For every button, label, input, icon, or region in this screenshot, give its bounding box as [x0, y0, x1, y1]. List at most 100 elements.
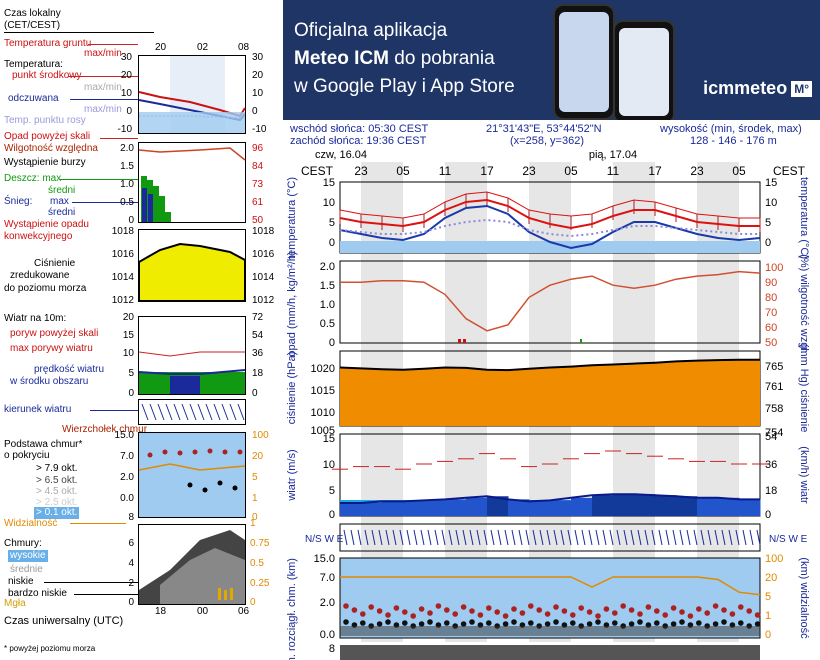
sunrise-text: wschód słońca: 05:30 CEST: [290, 123, 429, 135]
cloud-top-dot-28: [570, 612, 576, 618]
legend-wind-arrows: [141, 403, 245, 421]
cloud-top-dot-44: [704, 610, 710, 616]
wind-arrow-9: [399, 529, 404, 546]
cloud-c4-label: > 2.5 okt.: [36, 497, 78, 508]
wind-tick-5: 5: [329, 485, 335, 497]
cloud-top-dot-42: [687, 613, 694, 619]
cloud-base-dot-18: [486, 620, 492, 626]
feels-rule: [70, 99, 138, 100]
brand-name: icmmeteo: [703, 78, 788, 98]
cloud-base-dot-26: [553, 619, 559, 625]
temp-tick-r5: 5: [765, 217, 771, 229]
sunset-text: zachód słońca: 19:36 CEST: [290, 135, 427, 147]
wind-arrow-46: [658, 529, 663, 546]
lt-temp-tick-3: 10: [120, 88, 132, 99]
wind-series: [332, 450, 768, 516]
cloud-top-dot-18: [486, 605, 492, 611]
cloud-top-dot-20: [502, 613, 509, 619]
hour-label-10: 05: [732, 164, 746, 178]
cloud-top-dot-4: [368, 604, 374, 610]
occurrence2-label: konwekcyjnego: [4, 231, 73, 242]
utc-label: Czas uniwersalny (UTC): [4, 615, 124, 627]
rt-press-tick-2: 1016: [252, 249, 275, 260]
wind-speed-line: [340, 493, 760, 504]
hour-label-3: 11: [439, 164, 452, 178]
wind-arrow-17: [455, 529, 460, 546]
cloud-top-dot-5: [376, 608, 383, 614]
wind-arrow-24: [504, 529, 509, 546]
wind-tick-15: 15: [323, 433, 335, 445]
legend-precip-frame: [138, 142, 246, 223]
wind-arrow-29: [539, 529, 544, 546]
temp-line-3: [339, 204, 761, 250]
wind-arrow-23: [497, 529, 502, 546]
precip-panel-frame: [339, 260, 761, 344]
wind-arrow-12: [420, 529, 425, 546]
wind-speed-bar-16: [655, 495, 677, 516]
cloud-base-dot-40: [670, 621, 677, 627]
cloud-top-label: Wierzchołek chmur: [62, 424, 148, 435]
lt-precip-tick-4: 0.5: [120, 197, 134, 208]
press-tick-765: 765: [765, 361, 783, 373]
wind-arrow-33: [567, 529, 572, 546]
cloud-top-dot-36: [637, 611, 643, 617]
legend-wind-frame: [138, 316, 246, 395]
wind-tick-10: 10: [323, 459, 335, 471]
wind-arrow-42: [630, 529, 635, 546]
wind-tick-0: 0: [329, 509, 335, 521]
cloud-top-dot-38: [654, 608, 660, 614]
cloud-tick-15: 15.0: [314, 553, 335, 565]
cloud-top-dot-25: [544, 611, 551, 617]
rain-mid-label: średni: [48, 185, 76, 196]
cloud-top-dot-43: [696, 606, 702, 612]
legend-humidity-line: [138, 147, 246, 161]
cloud-base-dot-46: [721, 619, 727, 625]
wind-speed-bar-15: [634, 494, 656, 516]
wind-arrow-27: [525, 529, 530, 546]
cloud-top-dot-39: [662, 612, 668, 618]
cloud-low-band: [340, 626, 760, 636]
left-hour-1: 20: [155, 42, 167, 53]
wind-speed-bar-1: [340, 503, 362, 516]
snow-label: Śnieg:: [4, 196, 33, 207]
hour-labels: 23 05 11 17 23 05 11 17 23 05: [354, 164, 746, 178]
wind-arrow-8: [392, 529, 397, 546]
wind-tick-54: 54: [765, 431, 777, 443]
fog-label: Mgła: [4, 598, 26, 609]
wind-arrow-54: [714, 529, 719, 546]
lt-temp-tick-2: 20: [120, 70, 132, 81]
hour-label-5: 23: [522, 164, 536, 178]
cloud-top-dot-13: [444, 607, 450, 613]
altitude-values: 128 - 146 - 176 m: [690, 135, 777, 147]
lt-cover-tick-4: 0: [128, 597, 134, 608]
tz-left: CEST: [301, 164, 334, 178]
cloud-base-dot-41: [679, 619, 685, 625]
press-tick-754: 754: [765, 427, 783, 439]
cloud-base-dot-3: [360, 620, 366, 626]
rain-max-rule: [60, 179, 138, 180]
rt-cover-tick-5: 0: [250, 597, 256, 608]
hum-tick-90: 90: [765, 277, 777, 289]
lt-press-tick-3: 1014: [111, 272, 134, 283]
cloud-top-dot-37: [645, 604, 652, 610]
cloud-very-low-rule: [74, 594, 138, 595]
cloud-base-dot-31: [595, 619, 601, 625]
wind-arrow-45: [651, 529, 656, 546]
rt-temp-tick-5: -10: [252, 124, 267, 135]
promo-line-2-rest: do pobrania: [389, 48, 495, 69]
cloud-base-dot-21: [511, 619, 517, 625]
cloud-base-dot-1: [343, 619, 349, 625]
legend-rain-bar-5: [165, 212, 171, 222]
wind-speed-bar-11: [550, 500, 572, 516]
occurrence-label: Wystąpienie opadu: [4, 219, 89, 230]
wind-arrow-28: [532, 529, 537, 546]
rt-cover-tick-4: 0.25: [250, 578, 270, 589]
day2-label: pią, 17.04: [589, 149, 637, 161]
wind-arrow-53: [707, 529, 712, 546]
wind-arrow-55: [721, 529, 726, 546]
winddir-compass-left: N/S W E: [305, 534, 344, 545]
lt-wind-tick-3: 10: [122, 348, 134, 359]
app-promo-banner[interactable]: Oficjalna aplikacja Meteo ICM do pobrani…: [283, 0, 820, 120]
rt-wind-tick-2: 54: [252, 330, 264, 341]
rt-temp-tick-4: 0: [252, 106, 258, 117]
